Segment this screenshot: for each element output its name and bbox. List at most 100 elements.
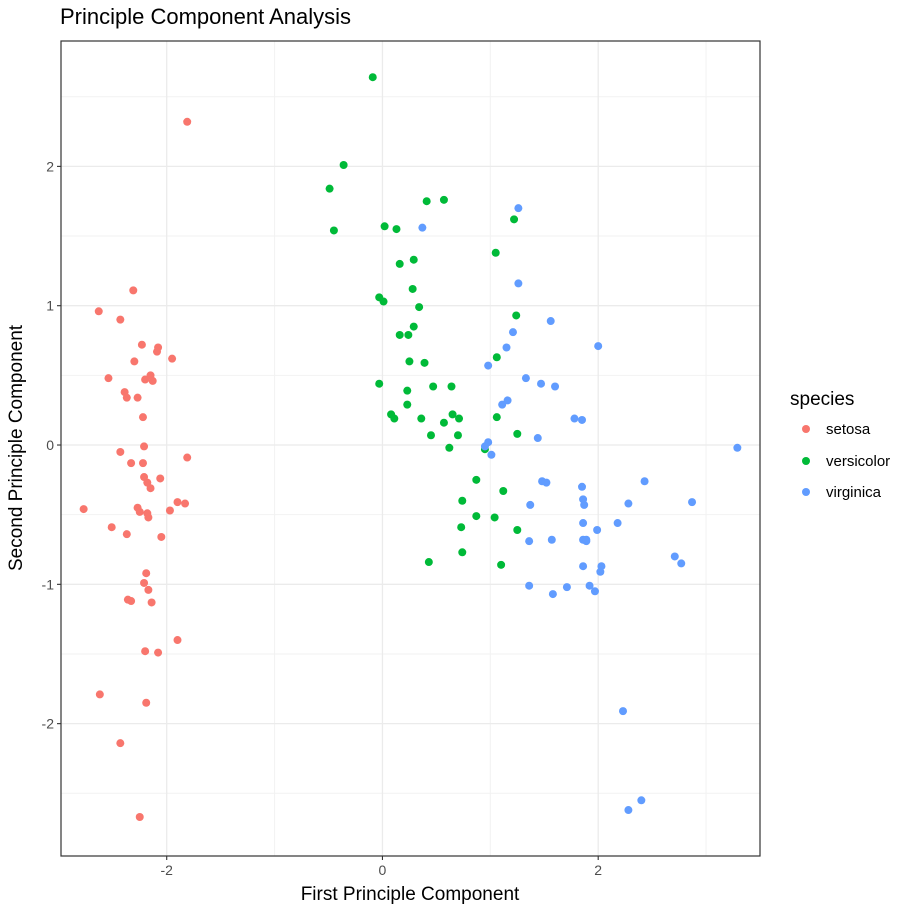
point-versicolor bbox=[404, 330, 413, 339]
point-virginica bbox=[640, 477, 649, 486]
point-setosa bbox=[142, 698, 151, 707]
point-setosa bbox=[165, 506, 174, 515]
point-setosa bbox=[142, 569, 151, 578]
point-versicolor bbox=[339, 160, 348, 169]
point-setosa bbox=[141, 647, 150, 656]
point-virginica bbox=[514, 279, 523, 288]
point-virginica bbox=[525, 581, 534, 590]
point-setosa bbox=[130, 357, 139, 366]
point-setosa bbox=[173, 498, 182, 507]
point-setosa bbox=[140, 578, 149, 587]
point-setosa bbox=[148, 376, 157, 385]
point-versicolor bbox=[499, 486, 508, 495]
point-versicolor bbox=[417, 414, 426, 423]
point-setosa bbox=[154, 648, 163, 657]
legend-key-setosa bbox=[802, 425, 810, 433]
x-axis-title: First Principle Component bbox=[301, 884, 520, 905]
point-virginica bbox=[613, 519, 622, 528]
point-versicolor bbox=[390, 414, 399, 423]
point-versicolor bbox=[403, 386, 412, 395]
legend-label-versicolor: versicolor bbox=[826, 453, 890, 470]
point-virginica bbox=[537, 379, 546, 388]
point-virginica bbox=[624, 499, 633, 508]
point-virginica bbox=[596, 567, 605, 576]
data-points bbox=[79, 73, 742, 821]
point-virginica bbox=[548, 590, 557, 599]
point-virginica bbox=[590, 587, 599, 596]
point-versicolor bbox=[458, 548, 467, 557]
point-setosa bbox=[135, 812, 144, 821]
point-setosa bbox=[157, 532, 166, 541]
point-versicolor bbox=[420, 358, 429, 367]
point-versicolor bbox=[491, 248, 500, 257]
point-versicolor bbox=[453, 431, 462, 440]
point-setosa bbox=[138, 413, 147, 422]
y-tick-label: -1 bbox=[42, 576, 55, 592]
point-virginica bbox=[418, 223, 427, 232]
y-axis-ticks: -2 -1 0 1 2 bbox=[42, 158, 61, 732]
legend-label-virginica: virginica bbox=[826, 484, 882, 501]
point-versicolor bbox=[513, 429, 522, 438]
point-virginica bbox=[578, 482, 587, 491]
point-versicolor bbox=[439, 418, 448, 427]
point-versicolor bbox=[392, 225, 401, 234]
point-versicolor bbox=[512, 311, 521, 320]
point-setosa bbox=[104, 374, 113, 383]
point-setosa bbox=[127, 459, 136, 468]
point-virginica bbox=[525, 537, 534, 546]
point-virginica bbox=[542, 478, 551, 487]
y-tick-label: 2 bbox=[46, 158, 54, 174]
x-tick-label: 2 bbox=[594, 862, 602, 878]
x-tick-label: -2 bbox=[160, 862, 173, 878]
point-setosa bbox=[116, 315, 125, 324]
point-virginica bbox=[733, 443, 742, 452]
point-setosa bbox=[183, 117, 192, 126]
y-tick-label: -2 bbox=[42, 716, 55, 732]
y-axis-title: Second Principle Component bbox=[6, 324, 27, 571]
point-virginica bbox=[508, 328, 517, 337]
point-virginica bbox=[637, 796, 646, 805]
point-versicolor bbox=[395, 259, 404, 268]
legend-key-virginica bbox=[802, 488, 810, 496]
point-setosa bbox=[137, 340, 146, 349]
point-versicolor bbox=[424, 558, 433, 567]
point-versicolor bbox=[510, 215, 519, 224]
point-virginica bbox=[570, 414, 579, 423]
point-virginica bbox=[579, 562, 588, 571]
point-setosa bbox=[107, 523, 116, 532]
point-versicolor bbox=[375, 379, 384, 388]
point-versicolor bbox=[380, 222, 389, 231]
point-virginica bbox=[580, 500, 589, 509]
point-versicolor bbox=[329, 226, 338, 235]
point-virginica bbox=[498, 400, 507, 409]
point-virginica bbox=[503, 396, 512, 405]
point-versicolor bbox=[497, 560, 506, 569]
legend-title: species bbox=[790, 389, 854, 410]
point-setosa bbox=[144, 585, 153, 594]
point-virginica bbox=[578, 415, 587, 424]
point-setosa bbox=[147, 598, 156, 607]
legend-key-versicolor bbox=[802, 457, 810, 465]
point-versicolor bbox=[426, 431, 435, 440]
point-versicolor bbox=[415, 303, 424, 312]
point-versicolor bbox=[409, 255, 418, 264]
point-setosa bbox=[181, 499, 190, 508]
point-virginica bbox=[619, 707, 628, 716]
point-setosa bbox=[129, 286, 138, 295]
legend-label-setosa: setosa bbox=[826, 421, 871, 438]
point-virginica bbox=[624, 806, 633, 815]
minor-gridlines bbox=[61, 41, 760, 856]
point-virginica bbox=[533, 434, 542, 443]
point-setosa bbox=[127, 597, 136, 606]
point-setosa bbox=[79, 505, 88, 514]
point-versicolor bbox=[458, 496, 467, 505]
point-versicolor bbox=[472, 475, 481, 484]
point-versicolor bbox=[448, 410, 457, 419]
point-setosa bbox=[138, 459, 147, 468]
point-versicolor bbox=[457, 523, 466, 532]
point-virginica bbox=[502, 343, 511, 352]
point-setosa bbox=[122, 530, 131, 539]
point-virginica bbox=[521, 374, 530, 383]
point-setosa bbox=[173, 636, 182, 645]
